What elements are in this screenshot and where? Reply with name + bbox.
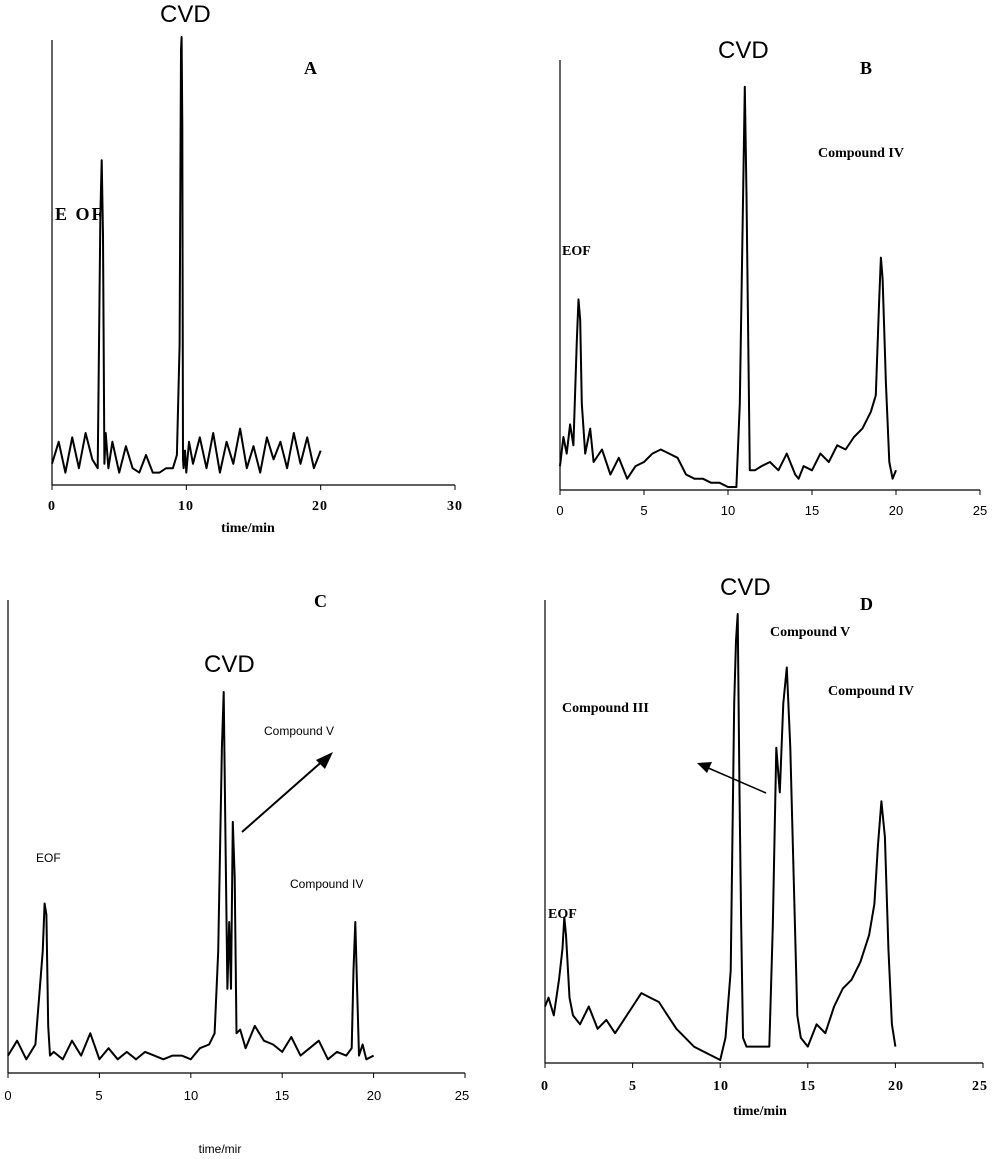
panel-b-tick-label: 5 <box>640 503 647 518</box>
panel-b-panel-letter: B <box>860 58 872 78</box>
panel-d-compound-iv-label: Compound IV <box>828 684 914 699</box>
panel-b-tick-label: 25 <box>973 503 987 518</box>
panel-d: 0 5 10 15 20 25 time/min EOF CVD D Compo… <box>541 574 988 1119</box>
panel-c-tick-label: 10 <box>184 1088 198 1103</box>
panel-c-compound-iv-label: Compound IV <box>290 877 363 891</box>
panel-c-tick-label: 15 <box>275 1088 289 1103</box>
panel-d-tick-label: 25 <box>972 1079 988 1094</box>
panel-d-tick-label: 20 <box>888 1079 904 1094</box>
panel-b-tick-label: 10 <box>721 503 735 518</box>
panel-b-tick-label: 0 <box>556 503 563 518</box>
panel-a: 0 10 20 30 time/min E OF CVD A <box>48 1 463 536</box>
panel-a-tick-label: 10 <box>178 499 194 514</box>
panel-c-panel-letter: C <box>314 591 327 611</box>
panel-a-trace <box>51 36 322 474</box>
panel-a-x-axis-label: time/min <box>221 521 275 536</box>
panel-b-tick-label: 20 <box>889 503 903 518</box>
panel-a-cvd-label: CVD <box>160 1 211 28</box>
panel-d-eof-label: EOF <box>548 907 577 922</box>
panel-c-compound-v-label: Compound V <box>264 724 334 738</box>
panel-d-tick-label: 10 <box>713 1079 729 1094</box>
panel-d-tick-marks <box>544 1063 984 1068</box>
panel-c-tick-label: 25 <box>455 1088 469 1103</box>
panel-d-x-axis-label: time/min <box>733 1104 787 1119</box>
panel-a-eof-label: E OF <box>55 204 105 224</box>
panel-d-tick-label: 5 <box>629 1079 637 1094</box>
panel-d-cvd-label: CVD <box>720 574 771 601</box>
panel-c-tick-label: 5 <box>95 1088 102 1103</box>
panel-d-panel-letter: D <box>860 594 873 614</box>
panel-c-x-axis-label: time/mir <box>199 1142 242 1156</box>
panel-a-panel-letter: A <box>304 58 317 78</box>
panel-d-arrow <box>697 762 767 794</box>
panel-a-tick-label: 30 <box>447 499 463 514</box>
panel-b-tick-label: 15 <box>805 503 819 518</box>
panel-c-tick-marks <box>7 1073 466 1078</box>
panel-b-eof-label: EOF <box>562 244 591 259</box>
panel-c-cvd-label: CVD <box>204 651 255 678</box>
panel-c-tick-label: 20 <box>367 1088 381 1103</box>
panel-d-trace <box>544 613 897 1061</box>
panel-b: 0 5 10 15 20 25 EOF CVD B Compound IV <box>556 37 987 518</box>
panel-c-trace <box>7 691 375 1061</box>
panel-c-eof-label: EOF <box>36 851 61 865</box>
panel-b-trace <box>559 85 897 488</box>
panel-d-compound-iii-label: Compound III <box>562 701 649 716</box>
panel-b-compound-iv-label: Compound IV <box>818 146 904 161</box>
panel-a-tick-marks <box>51 485 456 490</box>
panel-d-tick-label: 0 <box>541 1079 549 1094</box>
panel-d-tick-label: 15 <box>800 1079 816 1094</box>
panel-c-arrow <box>241 752 333 833</box>
panel-a-tick-label: 20 <box>312 499 328 514</box>
panel-b-tick-marks <box>559 490 981 495</box>
panel-d-compound-v-label: Compound V <box>770 625 850 640</box>
panel-c-tick-label: 0 <box>4 1088 11 1103</box>
panel-c: 0 5 10 15 20 25 time/mir EOF CVD C Compo… <box>4 591 469 1156</box>
panel-b-cvd-label: CVD <box>718 37 769 64</box>
panel-a-tick-label: 0 <box>48 499 56 514</box>
